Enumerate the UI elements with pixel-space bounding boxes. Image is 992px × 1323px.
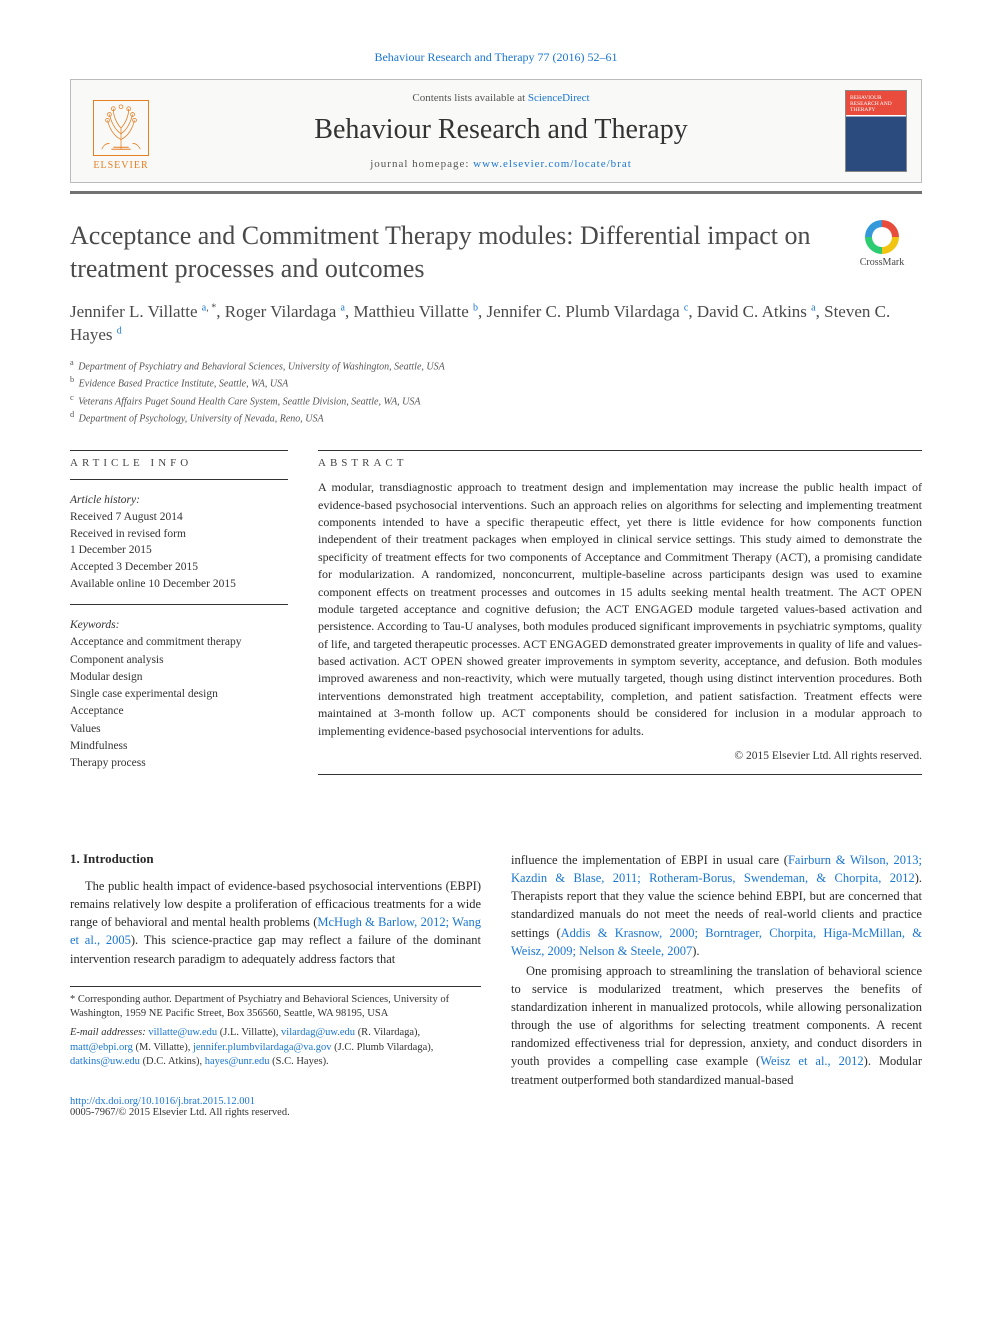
keyword: Modular design	[70, 669, 288, 686]
keyword: Acceptance and commitment therapy	[70, 634, 288, 651]
keywords-block: Keywords: Acceptance and commitment ther…	[70, 611, 288, 772]
divider	[70, 191, 922, 194]
history-line: Received in revised form	[70, 526, 288, 543]
email-link[interactable]: jennifer.plumbvilardaga@va.gov	[193, 1042, 332, 1053]
crossmark-label: CrossMark	[860, 257, 904, 268]
contents-line: Contents lists available at ScienceDirec…	[157, 92, 845, 104]
homepage-line: journal homepage: www.elsevier.com/locat…	[157, 158, 845, 170]
journal-banner: ELSEVIER Contents lists available at Sci…	[70, 79, 922, 183]
email-link[interactable]: vilardag@uw.edu	[281, 1027, 355, 1038]
issn-line: 0005-7967/© 2015 Elsevier Ltd. All right…	[70, 1107, 481, 1118]
abstract-heading: ABSTRACT	[318, 457, 922, 469]
citation-link[interactable]: Addis & Krasnow, 2000; Borntrager, Chorp…	[511, 926, 922, 958]
authors-line: Jennifer L. Villatte a, *, Roger Vilarda…	[70, 301, 922, 347]
keyword: Single case experimental design	[70, 686, 288, 703]
intro-para-1-cont: influence the implementation of EBPI in …	[511, 851, 922, 960]
email-link[interactable]: villatte@uw.edu	[148, 1027, 217, 1038]
affiliation: b Evidence Based Practice Institute, Sea…	[70, 374, 922, 391]
abstract-text: A modular, transdiagnostic approach to t…	[318, 479, 922, 740]
affiliation: c Veterans Affairs Puget Sound Health Ca…	[70, 392, 922, 409]
intro-para-1: The public health impact of evidence-bas…	[70, 877, 481, 968]
keyword: Values	[70, 721, 288, 738]
corresponding-author: * Corresponding author. Department of Ps…	[70, 993, 481, 1022]
footnotes: * Corresponding author. Department of Ps…	[70, 986, 481, 1070]
journal-cover-thumb: BEHAVIOUR RESEARCH AND THERAPY	[845, 90, 907, 172]
history-line: Accepted 3 December 2015	[70, 559, 288, 576]
history-line: Received 7 August 2014	[70, 509, 288, 526]
sciencedirect-link[interactable]: ScienceDirect	[528, 92, 590, 104]
abstract-copyright: © 2015 Elsevier Ltd. All rights reserved…	[318, 750, 922, 762]
history-line: Available online 10 December 2015	[70, 576, 288, 593]
elsevier-logo: ELSEVIER	[85, 91, 157, 171]
elsevier-tree-icon	[93, 100, 149, 156]
intro-para-2: One promising approach to streamlining t…	[511, 962, 922, 1089]
email-link[interactable]: hayes@unr.edu	[205, 1056, 270, 1067]
article-history: Article history: Received 7 August 2014R…	[70, 486, 288, 598]
article-info-heading: ARTICLE INFO	[70, 457, 288, 469]
citation-link[interactable]: Weisz et al., 2012	[760, 1054, 863, 1068]
keyword: Component analysis	[70, 652, 288, 669]
affiliation: a Department of Psychiatry and Behaviora…	[70, 357, 922, 374]
journal-title: Behaviour Research and Therapy	[157, 114, 845, 146]
running-header: Behaviour Research and Therapy 77 (2016)…	[70, 50, 922, 65]
homepage-link[interactable]: www.elsevier.com/locate/brat	[473, 158, 632, 170]
crossmark-icon	[865, 220, 899, 254]
history-line: 1 December 2015	[70, 542, 288, 559]
email-link[interactable]: matt@ebpi.org	[70, 1042, 133, 1053]
section-heading-intro: 1. Introduction	[70, 851, 481, 867]
crossmark-badge[interactable]: CrossMark	[842, 220, 922, 268]
elsevier-wordmark: ELSEVIER	[93, 160, 148, 171]
doi-line: http://dx.doi.org/10.1016/j.brat.2015.12…	[70, 1096, 481, 1107]
affiliations: a Department of Psychiatry and Behaviora…	[70, 357, 922, 426]
doi-link[interactable]: http://dx.doi.org/10.1016/j.brat.2015.12…	[70, 1096, 255, 1107]
article-title: Acceptance and Commitment Therapy module…	[70, 220, 832, 285]
keyword: Acceptance	[70, 703, 288, 720]
keyword: Therapy process	[70, 755, 288, 772]
email-link[interactable]: datkins@uw.edu	[70, 1056, 140, 1067]
keyword: Mindfulness	[70, 738, 288, 755]
affiliation: d Department of Psychology, University o…	[70, 409, 922, 426]
